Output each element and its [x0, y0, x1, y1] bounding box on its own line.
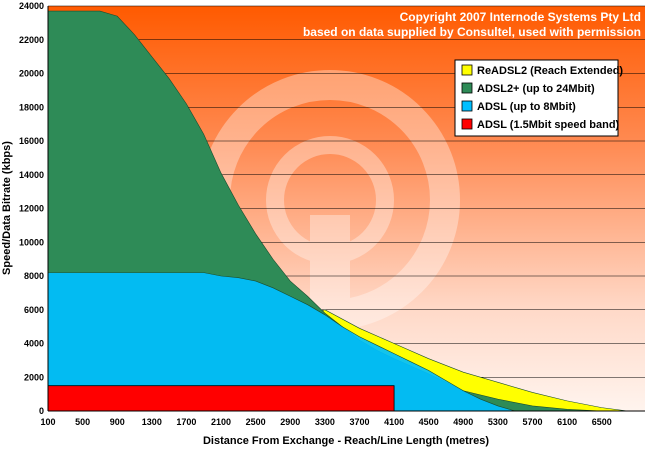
x-tick-label: 900	[110, 417, 125, 427]
copyright-line-1: Copyright 2007 Internode Systems Pty Ltd	[400, 10, 641, 24]
y-tick-label: 8000	[24, 271, 44, 281]
x-tick-label: 4900	[453, 417, 473, 427]
copyright-line-2: based on data supplied by Consultel, use…	[303, 25, 641, 39]
legend-box	[454, 59, 619, 137]
x-tick-label: 3300	[315, 417, 335, 427]
legend-swatch-1	[461, 82, 473, 94]
legend-swatch-0	[461, 64, 473, 76]
series-band-3	[48, 385, 395, 411]
y-tick-label: 12000	[19, 204, 44, 214]
y-tick-label: 6000	[24, 305, 44, 315]
y-tick-label: 10000	[19, 237, 44, 247]
series-area-2	[48, 272, 516, 411]
x-tick-label: 500	[75, 417, 90, 427]
x-tick-label: 5700	[523, 417, 543, 427]
y-axis-title: Speed/Data Bitrate (kbps)	[1, 141, 13, 275]
legend-swatch-2	[461, 100, 473, 112]
x-tick-label: 100	[40, 417, 55, 427]
y-tick-label: 22000	[19, 35, 44, 45]
legend-swatch-3	[461, 118, 473, 130]
y-tick-label: 16000	[19, 136, 44, 146]
y-tick-label: 14000	[19, 170, 44, 180]
x-tick-label: 6100	[557, 417, 577, 427]
x-tick-labels: 100 500 900 1300 1700 2100 2500 2900 3300 3700 410…	[40, 417, 611, 427]
x-axis-title: Distance From Exchange - Reach/Line Leng…	[203, 435, 489, 447]
x-tick-label: 3700	[349, 417, 369, 427]
legend-label-2: ADSL (up to 8Mbit)	[477, 101, 576, 113]
x-tick-label: 2900	[280, 417, 300, 427]
x-tick-label: 2500	[246, 417, 266, 427]
x-tick-label: 4100	[384, 417, 404, 427]
y-tick-label: 18000	[19, 102, 44, 112]
series-areas	[48, 10, 628, 411]
x-tick-label: 1300	[142, 417, 162, 427]
y-tick-label: 20000	[19, 69, 44, 79]
y-tick-label: 4000	[24, 339, 44, 349]
y-tick-label: 24000	[19, 1, 44, 11]
legend-label-0: ReADSL2 (Reach Extended)	[477, 65, 623, 77]
legend-label-3: ADSL (1.5Mbit speed band)	[477, 119, 620, 131]
x-tick-label: 4500	[419, 417, 439, 427]
y-tick-labels: 0 2000 4000 6000 8000 10000 12000 14000 16000 180…	[19, 1, 44, 416]
x-tick-label: 6500	[592, 417, 612, 427]
y-tick-label: 2000	[24, 372, 44, 382]
legend: ReADSL2 (Reach Extended) ADSL2+ (up to 24…	[454, 59, 623, 137]
legend-label-1: ADSL2+ (up to 24Mbit)	[477, 83, 595, 95]
x-tick-label: 5300	[488, 417, 508, 427]
x-tick-label: 1700	[176, 417, 196, 427]
y-tick-label: 0	[39, 406, 44, 416]
x-tick-label: 2100	[211, 417, 231, 427]
